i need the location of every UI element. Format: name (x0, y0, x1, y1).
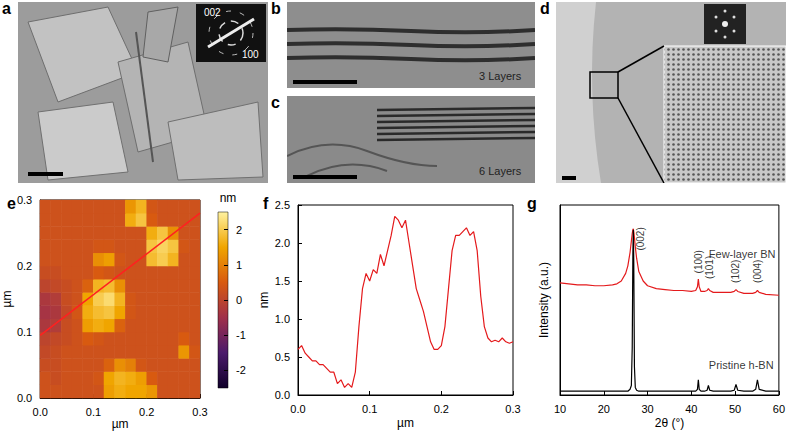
svg-text:-1: -1 (236, 329, 246, 341)
svg-text:f: f (263, 195, 269, 212)
svg-text:0.2: 0.2 (17, 260, 32, 272)
svg-text:50: 50 (729, 403, 741, 415)
svg-text:0.3: 0.3 (505, 403, 520, 415)
svg-text:3 Layers: 3 Layers (479, 70, 522, 82)
svg-text:0.0: 0.0 (290, 403, 305, 415)
svg-text:0.3: 0.3 (192, 406, 207, 418)
svg-text:1.5: 1.5 (275, 275, 290, 287)
svg-text:20: 20 (598, 403, 610, 415)
svg-text:(002): (002) (635, 227, 646, 250)
svg-text:Few-layer BN: Few-layer BN (709, 248, 776, 260)
svg-text:2θ (°): 2θ (°) (655, 416, 684, 430)
svg-text:60: 60 (773, 403, 785, 415)
html-text:d: d (540, 0, 550, 17)
svg-text:(102): (102) (730, 260, 741, 283)
svg-text:0.0: 0.0 (17, 392, 32, 404)
svg-text:0.3: 0.3 (17, 194, 32, 206)
svg-text:g: g (527, 195, 537, 212)
svg-text:e: e (7, 195, 16, 212)
svg-text:(004): (004) (752, 260, 763, 283)
svg-text:Pristine h-BN: Pristine h-BN (709, 359, 774, 371)
svg-text:2.5: 2.5 (275, 199, 290, 211)
svg-text:µm: µm (397, 416, 414, 430)
svg-text:30: 30 (641, 403, 653, 415)
svg-text:0.1: 0.1 (17, 326, 32, 338)
svg-text:0.5: 0.5 (275, 351, 290, 363)
svg-text:0.2: 0.2 (139, 406, 154, 418)
html-text:c: c (271, 94, 280, 111)
svg-text:0.0: 0.0 (275, 389, 290, 401)
svg-text:1.0: 1.0 (275, 313, 290, 325)
svg-text:(100): (100) (693, 250, 704, 273)
svg-text:(101): (101) (704, 255, 716, 280)
svg-text:10: 10 (554, 403, 566, 415)
html-text:a: a (2, 0, 11, 17)
svg-text:µm: µm (112, 417, 129, 431)
svg-text:nm: nm (220, 191, 237, 205)
svg-text:-2: -2 (236, 364, 246, 376)
svg-text:6 Layers: 6 Layers (479, 165, 522, 177)
svg-text:1: 1 (236, 259, 242, 271)
svg-text:002: 002 (204, 7, 221, 18)
svg-text:2.0: 2.0 (275, 237, 290, 249)
svg-text:nm: nm (257, 292, 271, 309)
svg-text:0.1: 0.1 (362, 403, 377, 415)
svg-text:100: 100 (242, 49, 259, 60)
svg-text:µm: µm (0, 291, 14, 308)
svg-text:0.2: 0.2 (434, 403, 449, 415)
svg-text:0.0: 0.0 (33, 406, 48, 418)
svg-text:40: 40 (685, 403, 697, 415)
svg-text:0: 0 (236, 294, 242, 306)
svg-text:2: 2 (236, 224, 242, 236)
html-text:b: b (271, 0, 281, 17)
svg-text:0.1: 0.1 (86, 406, 101, 418)
svg-text:Intensity (a.u.): Intensity (a.u.) (537, 262, 551, 338)
